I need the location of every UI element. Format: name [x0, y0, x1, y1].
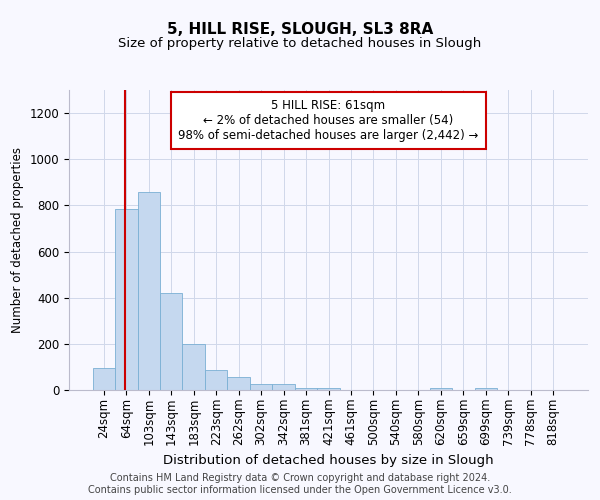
- Bar: [475, 388, 497, 390]
- Bar: [182, 344, 205, 390]
- Bar: [160, 293, 182, 390]
- Text: 5 HILL RISE: 61sqm
← 2% of detached houses are smaller (54)
98% of semi-detached: 5 HILL RISE: 61sqm ← 2% of detached hous…: [178, 99, 479, 142]
- Y-axis label: Number of detached properties: Number of detached properties: [11, 147, 24, 333]
- Bar: [250, 384, 272, 390]
- Bar: [430, 388, 452, 390]
- Bar: [137, 192, 160, 390]
- Bar: [317, 388, 340, 390]
- Bar: [295, 388, 317, 390]
- Text: Size of property relative to detached houses in Slough: Size of property relative to detached ho…: [118, 38, 482, 51]
- Bar: [205, 370, 227, 390]
- Bar: [227, 378, 250, 390]
- Bar: [272, 384, 295, 390]
- Text: Contains HM Land Registry data © Crown copyright and database right 2024.
Contai: Contains HM Land Registry data © Crown c…: [88, 474, 512, 495]
- Text: 5, HILL RISE, SLOUGH, SL3 8RA: 5, HILL RISE, SLOUGH, SL3 8RA: [167, 22, 433, 38]
- Bar: [115, 209, 137, 390]
- X-axis label: Distribution of detached houses by size in Slough: Distribution of detached houses by size …: [163, 454, 494, 466]
- Bar: [92, 368, 115, 390]
